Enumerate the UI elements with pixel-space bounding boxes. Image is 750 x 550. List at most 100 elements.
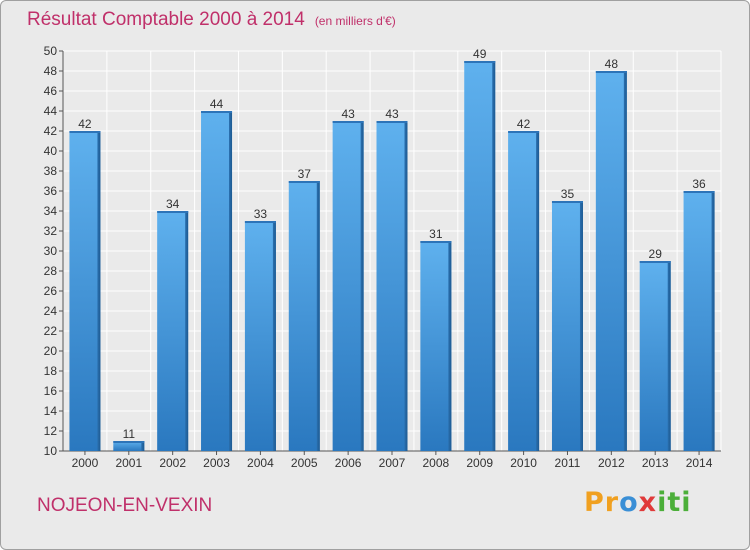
bar-shade-2008: [448, 241, 452, 451]
y-tick-label-50: 50: [44, 44, 58, 58]
bar-shade-2005: [316, 181, 320, 451]
bar-2000: [69, 131, 101, 451]
bar-2013: [639, 261, 671, 451]
value-label-2012: 48: [605, 57, 619, 71]
bar-2002: [157, 211, 189, 451]
bar-shade-2013: [667, 261, 671, 451]
y-tick-label-48: 48: [44, 64, 58, 78]
axis-layer: 10 12 14 16 18 20 22 24 26 28 30 32 34 36 38 40 42 44 46 48…: [44, 44, 721, 470]
y-tick-label-30: 30: [44, 244, 58, 258]
x-tick-label-2008: 2008: [423, 456, 450, 470]
bar-top-2004: [244, 221, 276, 223]
bar-2006: [332, 121, 364, 451]
x-tick-label-2004: 2004: [247, 456, 274, 470]
bar-top-2007: [376, 121, 408, 123]
value-label-2013: 29: [649, 247, 663, 261]
bar-top-2005: [288, 181, 320, 183]
x-tick-label-2007: 2007: [379, 456, 406, 470]
bar-2014: [683, 191, 715, 451]
value-label-2001: 11: [123, 427, 136, 441]
x-tick-label-2006: 2006: [335, 456, 362, 470]
bar-2009: [464, 61, 496, 451]
y-tick-label-46: 46: [44, 84, 58, 98]
y-tick-label-32: 32: [44, 224, 58, 238]
bar-shade-2007: [404, 121, 408, 451]
logo-part-4: iti: [657, 487, 692, 518]
y-tick-label-28: 28: [44, 264, 58, 278]
bar-top-2012: [595, 71, 627, 73]
x-tick-label-2010: 2010: [510, 456, 537, 470]
bar-2004: [244, 221, 276, 451]
bar-shade-2001: [141, 441, 145, 451]
y-tick-label-34: 34: [44, 204, 58, 218]
bar-2012: [595, 71, 627, 451]
x-tick-label-2000: 2000: [72, 456, 99, 470]
value-label-2010: 42: [517, 117, 531, 131]
value-label-2006: 43: [341, 107, 355, 121]
bar-shade-2014: [711, 191, 715, 451]
y-tick-label-26: 26: [44, 284, 58, 298]
value-label-2005: 37: [298, 167, 312, 181]
bar-top-2003: [201, 111, 233, 113]
bar-shade-2010: [536, 131, 540, 451]
value-label-2004: 33: [254, 207, 268, 221]
bar-top-2008: [420, 241, 452, 243]
value-label-2008: 31: [429, 227, 443, 241]
y-tick-label-12: 12: [44, 424, 58, 438]
value-label-2011: 35: [561, 187, 575, 201]
y-tick-label-22: 22: [44, 324, 58, 338]
y-tick-label-38: 38: [44, 164, 58, 178]
bar-2008: [420, 241, 452, 451]
y-tick-label-40: 40: [44, 144, 58, 158]
bar-2007: [376, 121, 408, 451]
bar-top-2001: [113, 441, 145, 443]
value-label-2009: 49: [473, 47, 487, 61]
bar-shade-2000: [97, 131, 101, 451]
y-tick-label-44: 44: [44, 104, 58, 118]
x-tick-label-2005: 2005: [291, 456, 318, 470]
chart-unit: (en milliers d'€): [314, 14, 396, 28]
bar-shade-2004: [272, 221, 276, 451]
bar-top-2011: [551, 201, 583, 203]
value-label-2003: 44: [210, 97, 224, 111]
commune-name: NOJEON-EN-VEXIN: [37, 495, 213, 516]
bar-shade-2002: [185, 211, 189, 451]
x-tick-label-2014: 2014: [686, 456, 713, 470]
bar-2011: [551, 201, 583, 451]
y-tick-label-36: 36: [44, 184, 58, 198]
bar-shade-2011: [579, 201, 583, 451]
bar-top-2010: [508, 131, 540, 133]
y-tick-label-18: 18: [44, 364, 58, 378]
y-tick-label-24: 24: [44, 304, 58, 318]
bar-top-2006: [332, 121, 364, 123]
chart-title-text: Résultat Comptable 2000 à 2014: [27, 9, 305, 30]
bar-2010: [508, 131, 540, 451]
bar-2005: [288, 181, 320, 451]
y-tick-label-16: 16: [44, 384, 58, 398]
bar-top-2013: [639, 261, 671, 263]
logo-part-3: x: [638, 487, 658, 518]
bar-top-2002: [157, 211, 189, 213]
value-label-2014: 36: [692, 177, 706, 191]
x-tick-label-2011: 2011: [555, 456, 581, 470]
bar-top-2000: [69, 131, 101, 133]
bar-shade-2006: [360, 121, 364, 451]
y-tick-label-20: 20: [44, 344, 58, 358]
value-label-2007: 43: [385, 107, 399, 121]
bar-shade-2009: [492, 61, 496, 451]
x-tick-label-2002: 2002: [159, 456, 186, 470]
bar-2003: [201, 111, 233, 451]
bar-top-2014: [683, 191, 715, 193]
chart-title: Résultat Comptable 2000 à 2014 (en millie…: [27, 9, 396, 31]
bar-2001: [113, 441, 145, 451]
bar-shade-2012: [623, 71, 627, 451]
x-tick-label-2013: 2013: [642, 456, 669, 470]
y-tick-label-42: 42: [44, 124, 58, 138]
bar-top-2009: [464, 61, 496, 63]
logo-part-2: o: [619, 487, 639, 518]
logo-part-1: Pr: [584, 487, 620, 518]
y-tick-label-14: 14: [44, 404, 58, 418]
x-tick-label-2001: 2001: [115, 456, 142, 470]
